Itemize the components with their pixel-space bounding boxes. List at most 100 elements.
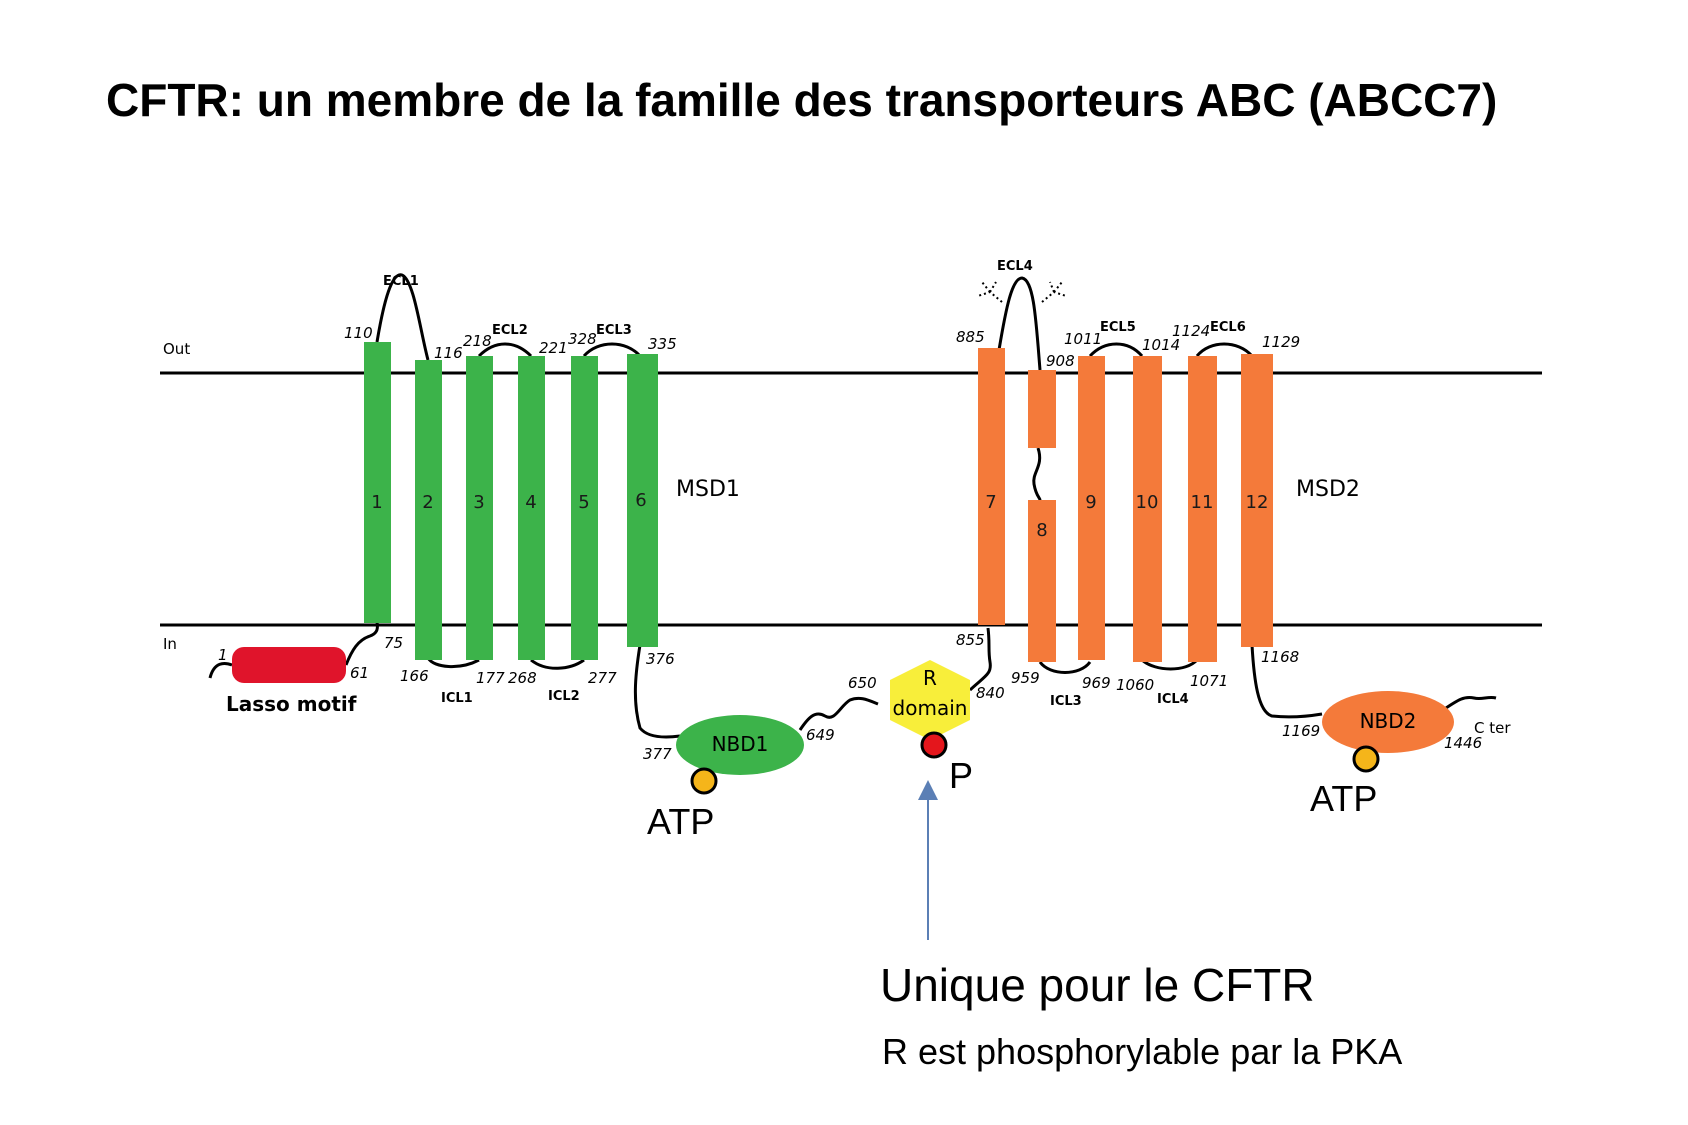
helix-1: [364, 342, 391, 623]
helix-8-lower: [1028, 500, 1056, 662]
ecl6-label: ECL6: [1210, 320, 1246, 335]
helix12-to-nbd2-line: [1250, 644, 1323, 719]
residue-1014: 1014: [1142, 336, 1180, 354]
residue-166: 166: [400, 667, 429, 685]
helix-9-number: 9: [1085, 492, 1096, 513]
nbd1-shape: [676, 715, 804, 775]
residue-328: 328: [568, 330, 597, 348]
glycosylation-marks: [977, 281, 1067, 303]
helix-3-number: 3: [473, 492, 484, 513]
nbd1-atp-site: [690, 767, 718, 795]
helix-2-number: 2: [422, 492, 433, 513]
msd1-helices: [364, 342, 658, 660]
residue-335: 335: [648, 335, 677, 353]
helix-9: [1078, 356, 1105, 660]
residue-840: 840: [976, 684, 1005, 702]
helix-3: [466, 356, 493, 660]
icl4-loop: [1141, 658, 1199, 671]
residue-377: 377: [643, 745, 672, 763]
residue-75: 75: [384, 634, 403, 652]
residue-268: 268: [508, 669, 537, 687]
icl4-label: ICL4: [1157, 692, 1189, 707]
note-line1: Unique pour le CFTR: [880, 959, 1315, 1011]
residue-116: 116: [434, 344, 463, 362]
residue-1: 1: [218, 646, 228, 664]
lasso-to-helix1-line: [344, 621, 379, 666]
c-terminus-label: C ter: [1474, 719, 1511, 737]
residue-1446: 1446: [1444, 734, 1482, 752]
nbd1-to-rdomain-line: [798, 696, 879, 731]
residue-376: 376: [646, 650, 675, 668]
helix-7: [978, 348, 1005, 625]
n-terminus-line: [208, 662, 233, 679]
page-title: CFTR: un membre de la famille des transp…: [106, 74, 1497, 126]
residue-1168: 1168: [1261, 648, 1299, 666]
out-label: Out: [163, 340, 190, 358]
helix-6: [627, 354, 658, 647]
helix-6-number: 6: [635, 490, 646, 511]
residue-1129: 1129: [1262, 333, 1300, 351]
residue-numbers: 1 61 75 110 116 166 177 218 221 268 277 …: [218, 322, 1482, 763]
ecl3-label: ECL3: [596, 323, 632, 338]
r-domain-label-line2: domain: [893, 696, 968, 720]
r-domain-shape: [890, 660, 970, 740]
icl1-label: ICL1: [441, 691, 473, 706]
loops: [208, 273, 1497, 739]
phosphorylation-site: [920, 731, 948, 759]
icl3-loop: [1038, 660, 1092, 674]
helix-11: [1188, 356, 1217, 662]
ecl3-loop: [582, 342, 642, 358]
residue-969: 969: [1082, 674, 1111, 692]
phospho-label: P: [949, 755, 973, 796]
helix-11-number: 11: [1191, 492, 1214, 513]
nbd2-shape: [1322, 691, 1454, 753]
rdomain-to-helix7-line: [968, 627, 992, 692]
nbd1-atp-label: ATP: [647, 801, 714, 842]
msd2-helix-numbers: 7 8 9 10 11 12: [985, 492, 1268, 541]
ecl4-loop: [997, 276, 1042, 371]
residue-61: 61: [350, 664, 369, 682]
residue-221: 221: [539, 339, 568, 357]
nbd1-label: NBD1: [712, 732, 769, 756]
residue-277: 277: [588, 669, 617, 687]
c-terminus-line: [1445, 695, 1497, 710]
residue-218: 218: [463, 332, 492, 350]
r-domain-label-line1: R: [923, 666, 937, 690]
ecl4-label: ECL4: [997, 259, 1033, 274]
ecl5-loop: [1088, 342, 1144, 358]
loop-labels: ECL1 ECL2 ECL3 ECL4 ECL5 ECL6 ICL1 ICL2 …: [383, 259, 1246, 709]
helix-4: [518, 356, 545, 660]
residue-110: 110: [344, 324, 373, 342]
residue-177: 177: [476, 669, 505, 687]
helix-7-number: 7: [985, 492, 996, 513]
msd1-label: MSD1: [676, 477, 740, 502]
ecl2-loop: [477, 342, 533, 358]
lasso-motif-shape: [232, 647, 346, 683]
icl1-loop: [426, 657, 480, 668]
icl2-label: ICL2: [548, 689, 580, 704]
nbd2-atp-site: [1352, 745, 1380, 773]
residue-649: 649: [806, 726, 835, 744]
lasso-motif-label: Lasso motif: [226, 692, 357, 716]
residue-908: 908: [1046, 352, 1075, 370]
ecl1-label: ECL1: [383, 274, 419, 289]
helix-8-upper: [1028, 370, 1056, 448]
ecl2-label: ECL2: [492, 323, 528, 338]
nbd2-label: NBD2: [1360, 709, 1417, 733]
residue-885: 885: [956, 328, 985, 346]
msd2-helices: [978, 348, 1273, 662]
helix-8-number: 8: [1036, 520, 1047, 541]
residue-1071: 1071: [1190, 672, 1228, 690]
note-line2: R est phosphorylable par la PKA: [882, 1031, 1402, 1072]
helix-12: [1241, 354, 1273, 647]
ecl5-label: ECL5: [1100, 320, 1136, 335]
msd1-helix-numbers: 1 2 3 4 5 6: [371, 490, 646, 513]
helix-4-number: 4: [525, 492, 536, 513]
residue-855: 855: [956, 631, 985, 649]
nbd2-atp-label: ATP: [1310, 778, 1377, 819]
helix-12-number: 12: [1246, 492, 1269, 513]
residue-1011: 1011: [1064, 330, 1102, 348]
residue-959: 959: [1011, 669, 1040, 687]
residue-650: 650: [848, 674, 877, 692]
